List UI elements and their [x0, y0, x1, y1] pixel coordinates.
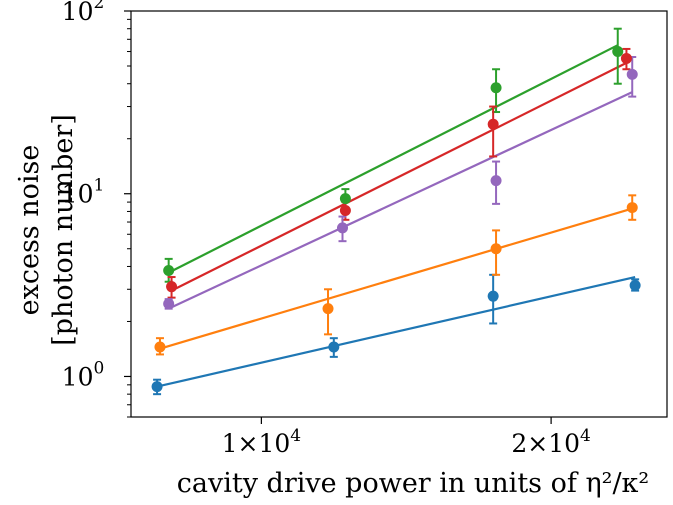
data-point [151, 381, 163, 393]
data-point [163, 298, 175, 310]
data-point [163, 265, 175, 277]
data-point [337, 222, 349, 234]
data-point [487, 290, 499, 302]
y-axis-label-line1: excess noise [14, 145, 45, 316]
data-point [629, 279, 641, 291]
data-point [322, 303, 334, 315]
fit-line [168, 91, 633, 310]
data-point [612, 46, 624, 58]
x-tick-label: 2×104 [511, 426, 591, 458]
plot-area [130, 10, 668, 418]
y-tick-label: 101 [62, 176, 105, 209]
x-axis: 1×104 2×104 [222, 417, 591, 458]
error-bars [153, 27, 640, 396]
data-point [626, 68, 638, 80]
x-tick-label: 1×104 [222, 426, 302, 458]
data-point [166, 281, 178, 293]
data-point [626, 202, 638, 214]
data-point [339, 204, 351, 216]
fit-line [168, 44, 619, 274]
x-axis-label: cavity drive power in units of η²/κ² [177, 468, 650, 499]
fit-line [171, 61, 627, 292]
data-point [490, 175, 502, 187]
data-points [151, 46, 641, 393]
fit-line [156, 275, 636, 388]
y-axis-label-line2: [photon number] [48, 114, 79, 346]
data-point [328, 341, 340, 353]
data-point [487, 118, 499, 130]
data-point [154, 341, 166, 353]
y-tick-label: 100 [62, 358, 105, 391]
data-point [620, 52, 632, 64]
y-axis: 100 101 102 [62, 0, 131, 418]
data-point [339, 193, 351, 205]
plot-frame [130, 10, 668, 418]
fit-line [159, 207, 633, 350]
y-tick-label: 102 [62, 0, 105, 26]
data-point [490, 243, 502, 255]
fit-lines [156, 44, 636, 388]
data-point [490, 82, 502, 94]
